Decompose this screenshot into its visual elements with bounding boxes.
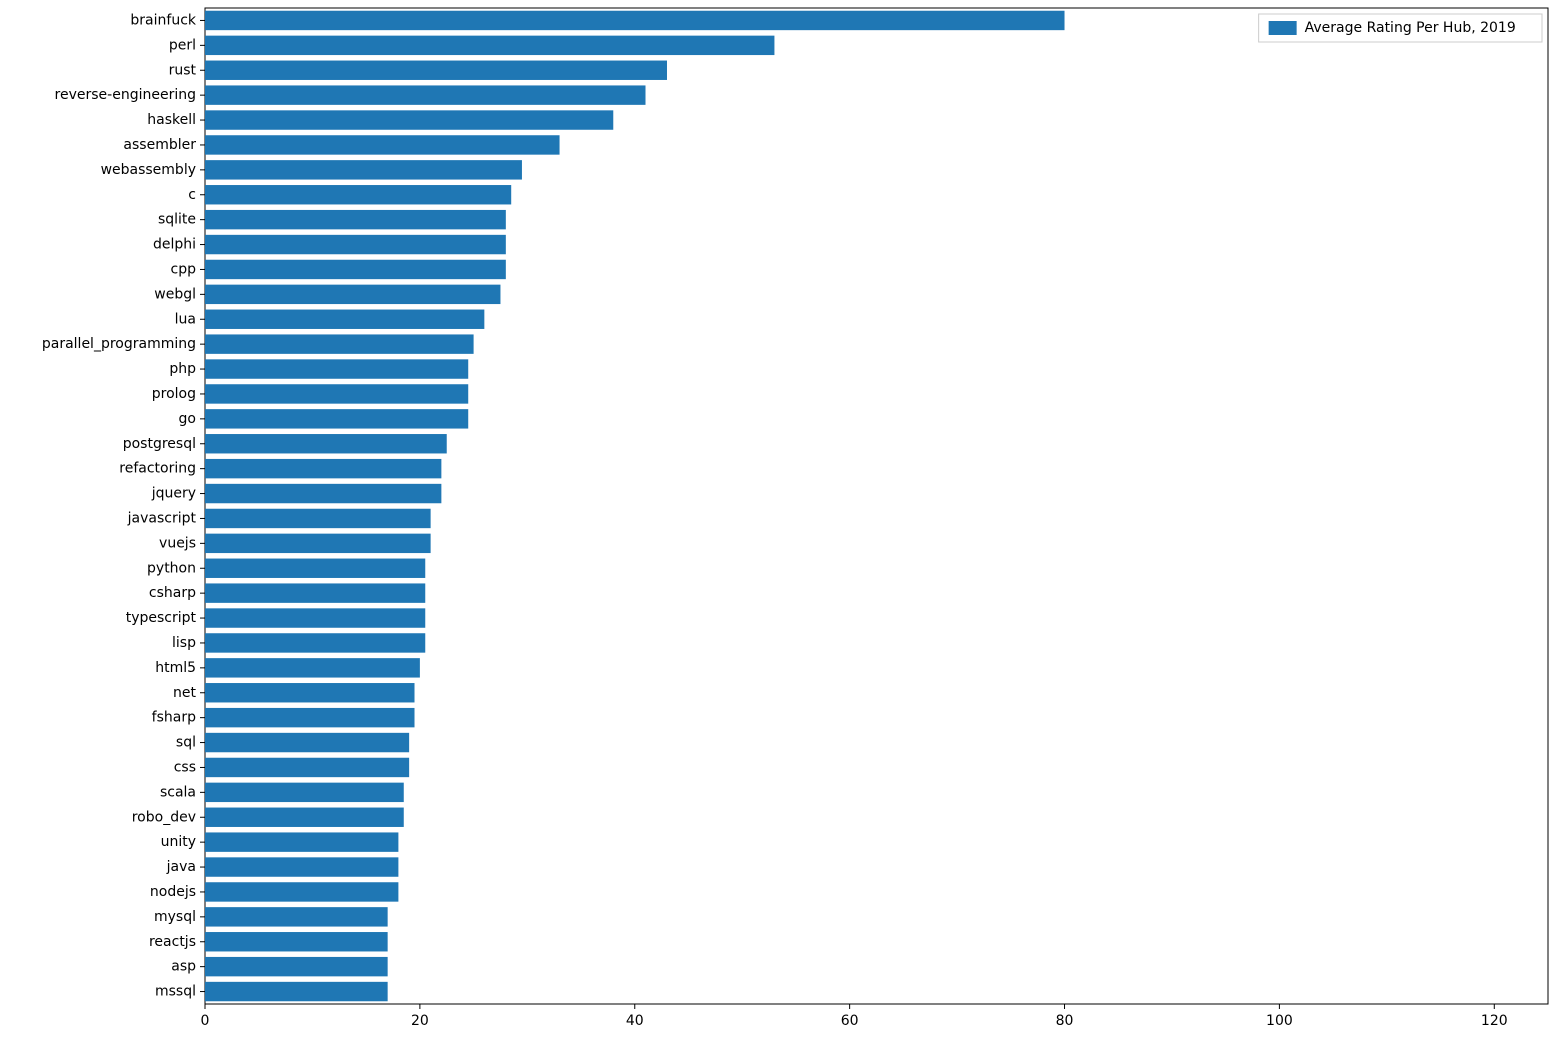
bar-chart: brainfuck perl rust reverse-engineering hask… [0, 0, 1568, 1044]
bar [205, 633, 425, 652]
y-tick-label: reverse-engineering [55, 87, 196, 103]
bar [205, 509, 431, 528]
bar [205, 733, 409, 752]
bar [205, 559, 425, 578]
y-tick-label: parallel_programming [42, 336, 196, 352]
x-tick-label: 40 [626, 1013, 644, 1029]
bar [205, 434, 447, 453]
y-tick-label: java [166, 859, 196, 875]
y-tick-label: c [188, 187, 196, 203]
y-tick-label: webassembly [101, 162, 196, 178]
y-tick-label: asp [171, 959, 196, 975]
bar [205, 210, 506, 229]
bar [205, 11, 1065, 30]
bar [205, 285, 500, 304]
bar [205, 85, 646, 104]
y-tick-label: webgl [154, 286, 196, 302]
bar [205, 882, 398, 901]
bar [205, 110, 613, 129]
bar [205, 832, 398, 851]
bar [205, 61, 667, 80]
legend-swatch [1269, 21, 1297, 35]
y-tick-label: csharp [149, 585, 196, 601]
x-tick-label: 0 [201, 1013, 210, 1029]
bar [205, 185, 511, 204]
bar [205, 334, 474, 353]
bar [205, 932, 388, 951]
bar [205, 708, 415, 727]
bar [205, 409, 468, 428]
y-tick-label: go [179, 411, 196, 427]
y-tick-label: postgresql [123, 436, 196, 452]
y-tick-label: assembler [123, 137, 196, 153]
y-tick-label: nodejs [150, 884, 196, 900]
bar [205, 982, 388, 1001]
bar [205, 658, 420, 677]
bar [205, 384, 468, 403]
chart-container: brainfuck perl rust reverse-engineering hask… [0, 0, 1568, 1044]
y-tick-label: net [173, 685, 196, 701]
y-tick-label: scala [160, 784, 196, 800]
bar [205, 160, 522, 179]
y-tick-label: python [147, 560, 196, 576]
y-tick-label: jquery [151, 486, 196, 502]
bar [205, 310, 484, 329]
bar [205, 135, 560, 154]
bar [205, 235, 506, 254]
bar [205, 857, 398, 876]
bar [205, 957, 388, 976]
y-tick-label: javascript [127, 510, 197, 526]
x-tick-label: 80 [1056, 1013, 1074, 1029]
y-tick-label: prolog [152, 386, 196, 402]
y-tick-label: brainfuck [130, 12, 196, 28]
x-tick-label: 60 [841, 1013, 859, 1029]
bar [205, 808, 404, 827]
y-tick-label: reactjs [149, 934, 196, 950]
y-tick-label: fsharp [152, 710, 196, 726]
y-tick-label: mssql [155, 984, 196, 1000]
y-tick-label: css [174, 759, 196, 775]
y-tick-label: haskell [147, 112, 196, 128]
legend: Average Rating Per Hub, 2019 [1259, 14, 1542, 42]
y-tick-label: vuejs [159, 535, 196, 551]
bar [205, 36, 774, 55]
y-tick-label: cpp [171, 261, 197, 277]
y-tick-label: sqlite [158, 212, 196, 228]
y-tick-label: html5 [155, 660, 196, 676]
x-tick-label: 100 [1266, 1013, 1293, 1029]
bar [205, 583, 425, 602]
y-tick-label: typescript [126, 610, 197, 626]
bar [205, 484, 441, 503]
y-tick-label: mysql [154, 909, 196, 925]
y-tick-label: delphi [153, 237, 196, 253]
bar [205, 534, 431, 553]
y-tick-label: refactoring [119, 461, 196, 477]
bar [205, 260, 506, 279]
bar [205, 459, 441, 478]
bar [205, 907, 388, 926]
y-tick-label: lisp [172, 635, 196, 651]
y-tick-label: robo_dev [132, 809, 196, 825]
bar [205, 683, 415, 702]
legend-label: Average Rating Per Hub, 2019 [1305, 20, 1516, 36]
y-tick-label: perl [169, 37, 196, 53]
x-tick-label: 120 [1481, 1013, 1508, 1029]
bar [205, 783, 404, 802]
y-tick-label: rust [169, 62, 197, 78]
y-tick-label: lua [175, 311, 196, 327]
bar [205, 359, 468, 378]
bar [205, 608, 425, 627]
y-tick-label: unity [161, 834, 196, 850]
x-tick-label: 20 [411, 1013, 429, 1029]
y-tick-label: sql [176, 735, 196, 751]
bar [205, 758, 409, 777]
y-tick-label: php [169, 361, 196, 377]
